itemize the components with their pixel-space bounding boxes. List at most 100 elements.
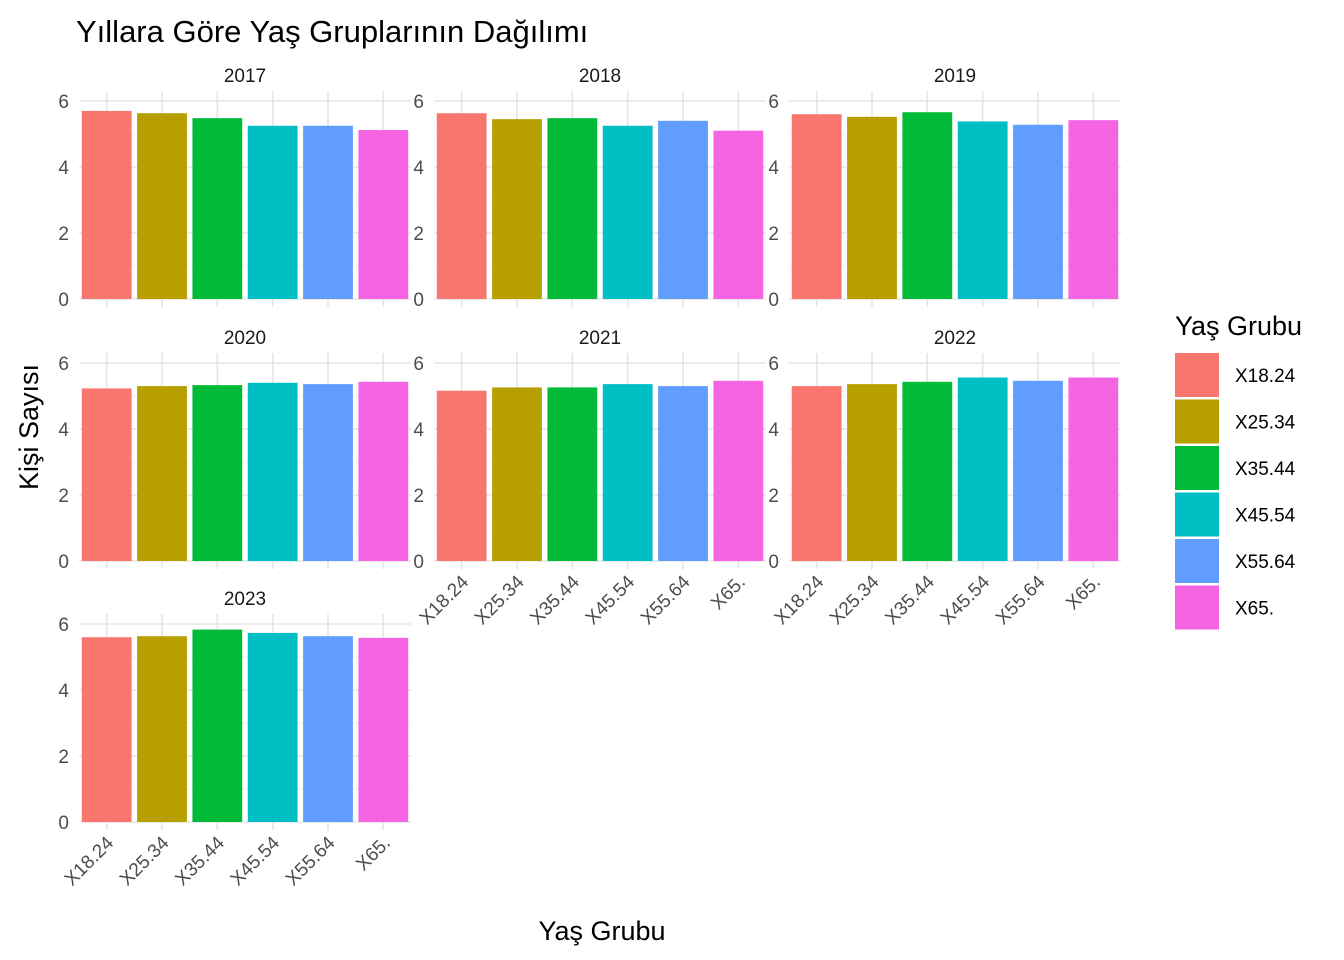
bar-2020-X45.54: [247, 382, 298, 561]
bar-2020-X35.44: [192, 385, 243, 561]
bar-2019-X25.34: [847, 116, 897, 299]
y-tick-label: 0: [413, 290, 424, 311]
bar-2018-X35.44: [547, 118, 598, 299]
bar-2018-X65.: [713, 130, 764, 299]
y-tick-label: 4: [58, 420, 69, 441]
y-tick-label: 6: [768, 92, 779, 113]
bar-2019-X18.24: [791, 114, 842, 299]
bar-2023-X45.54: [247, 632, 298, 822]
legend-label: X25.34: [1235, 413, 1296, 434]
legend: Yaş Grubu X18.24 X25.34 X35.44 X45.54 X55.64…: [1175, 311, 1302, 630]
facet-panel-2017: 2017 0 2 4 6: [58, 66, 411, 311]
y-tick-label: 4: [58, 158, 69, 179]
bar-2022-X35.44: [902, 381, 953, 561]
bar-2021-X65.: [713, 380, 764, 561]
y-tick-label: 4: [768, 420, 779, 441]
legend-label: X65.: [1235, 599, 1274, 620]
bar-2021-X35.44: [547, 387, 598, 561]
bar-2021-X55.64: [658, 386, 708, 561]
y-tick-label: 4: [58, 681, 69, 702]
y-tick-label: 6: [413, 354, 424, 375]
bar-2019-X55.64: [1013, 124, 1063, 299]
y-tick-label: 4: [768, 158, 779, 179]
bar-2023-X25.34: [137, 636, 187, 822]
bar-2017-X45.54: [247, 125, 298, 299]
y-tick-label: 2: [58, 486, 69, 507]
x-axis-label: Yaş Grubu: [538, 916, 665, 946]
bar-2023-X35.44: [192, 629, 243, 822]
bar-2019-X35.44: [902, 112, 953, 299]
bar-2017-X65.: [358, 130, 409, 299]
y-tick-label: 6: [58, 354, 69, 375]
bar-2018-X55.64: [658, 120, 708, 299]
bar-2021-X25.34: [492, 387, 542, 561]
facet-label: 2019: [934, 66, 976, 87]
legend-key-X45.54: [1175, 492, 1219, 537]
y-tick-label: 6: [58, 92, 69, 113]
y-tick-label: 4: [413, 420, 424, 441]
bar-2017-X18.24: [81, 110, 132, 300]
x-tick-label: X45.54: [582, 571, 640, 629]
facet-label: 2022: [934, 328, 976, 349]
bar-2017-X25.34: [137, 113, 187, 300]
y-tick-label: 6: [413, 92, 424, 113]
x-tick-label: X65.: [352, 833, 394, 875]
y-tick-label: 0: [768, 552, 779, 573]
y-tick-label: 2: [58, 224, 69, 245]
legend-key-X55.64: [1175, 539, 1219, 583]
bar-2020-X55.64: [303, 384, 353, 561]
y-tick-label: 0: [58, 290, 69, 311]
facet-panel-2018: 2018 0 2 4 6: [413, 66, 766, 311]
bar-2017-X35.44: [192, 118, 243, 299]
bar-2022-X55.64: [1013, 380, 1063, 561]
facet-panel-2019: 2019 0 2 4 6: [768, 66, 1121, 311]
bar-2021-X18.24: [436, 390, 487, 561]
bar-2022-X18.24: [791, 386, 842, 561]
legend-label: X55.64: [1235, 552, 1296, 573]
x-tick-label: X45.54: [937, 571, 995, 629]
y-tick-label: 0: [58, 552, 69, 573]
bar-2022-X45.54: [957, 377, 1008, 561]
facet-panel-2020: 2020 0 2 4 6: [58, 328, 411, 573]
bar-2023-X65.: [358, 637, 409, 822]
chart-title: Yıllara Göre Yaş Gruplarının Dağılımı: [76, 14, 588, 49]
y-tick-label: 0: [413, 552, 424, 573]
x-tick-label: X65.: [1062, 572, 1104, 614]
facet-panels: 2017024620180246201902462020024620210246…: [58, 66, 1121, 890]
x-tick-label: X25.34: [471, 571, 529, 629]
x-tick-label: X25.34: [826, 571, 884, 629]
x-tick-label: X18.24: [771, 571, 829, 629]
bar-2022-X25.34: [847, 384, 897, 561]
legend-key-X35.44: [1175, 446, 1219, 490]
x-tick-label: X35.44: [171, 832, 229, 890]
bar-2020-X18.24: [81, 388, 132, 561]
facet-label: 2023: [224, 589, 266, 610]
y-tick-label: 2: [768, 486, 779, 507]
x-tick-label: X55.64: [282, 832, 340, 890]
x-tick-label: X35.44: [526, 571, 584, 629]
bar-2018-X25.34: [492, 119, 542, 300]
x-tick-label: X18.24: [61, 832, 119, 890]
legend-label: X18.24: [1235, 366, 1296, 387]
y-tick-label: 0: [768, 290, 779, 311]
y-tick-label: 2: [58, 747, 69, 768]
bar-2023-X18.24: [81, 637, 132, 822]
bar-2023-X55.64: [303, 636, 353, 822]
legend-label: X45.54: [1235, 506, 1296, 527]
x-tick-label: X55.64: [992, 571, 1050, 629]
legend-key-X65.: [1175, 585, 1219, 630]
bar-2020-X65.: [358, 381, 409, 561]
legend-key-X25.34: [1175, 399, 1219, 444]
x-tick-label: X35.44: [881, 571, 939, 629]
y-tick-label: 4: [413, 158, 424, 179]
bar-2017-X55.64: [303, 125, 353, 299]
legend-key-X18.24: [1175, 353, 1219, 397]
bar-2021-X45.54: [602, 384, 653, 561]
x-tick-label: X25.34: [116, 832, 174, 890]
y-tick-label: 2: [768, 224, 779, 245]
bar-2020-X25.34: [137, 386, 187, 561]
facet-label: 2020: [224, 328, 266, 349]
